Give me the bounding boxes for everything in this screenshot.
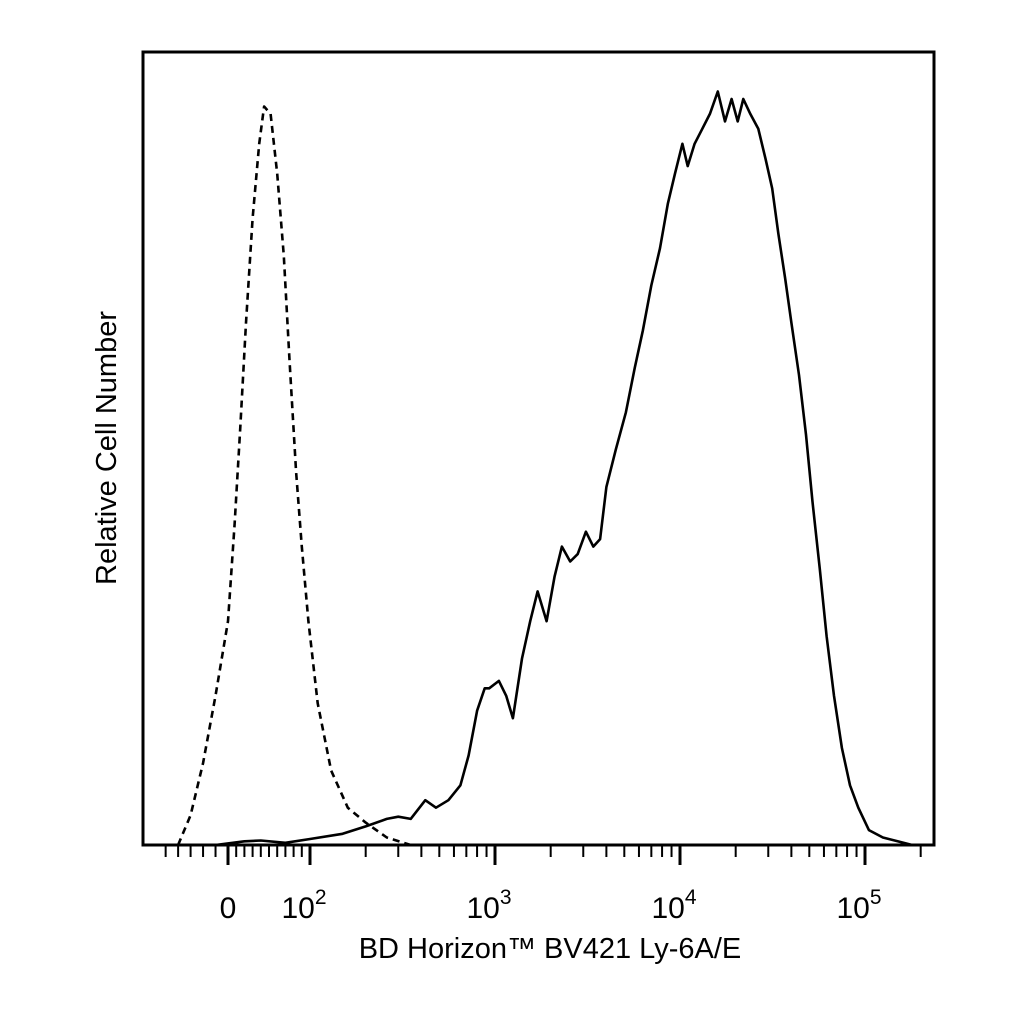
x-tick-label-exponent: 3: [500, 886, 512, 909]
series-group: [176, 90, 913, 847]
x-tick-label-exponent: 5: [870, 886, 882, 909]
x-tick-label: 102: [281, 886, 326, 925]
x-tick-label-base: 10: [651, 892, 684, 925]
x-axis-label: BD Horizon™ BV421 Ly-6A/E: [359, 933, 742, 965]
x-tick-label: 104: [651, 886, 696, 925]
x-tick-label-base: 10: [836, 892, 869, 925]
x-axis-ticks: [164, 845, 922, 865]
x-tick-label-base: 10: [466, 892, 499, 925]
x-tick-label-exponent: 2: [315, 886, 327, 909]
x-tick-label: 0: [220, 892, 237, 925]
x-tick-label-base: 0: [220, 892, 237, 925]
x-tick-label-base: 10: [281, 892, 314, 925]
y-axis-label: Relative Cell Number: [91, 311, 123, 585]
plot-frame: [141, 50, 936, 847]
x-axis-tick-labels: 0 102 103 104 105: [220, 886, 882, 925]
control-histogram-line: [176, 105, 412, 847]
stained-histogram-line: [215, 90, 913, 847]
x-tick-label: 103: [466, 886, 511, 925]
x-tick-label-exponent: 4: [685, 886, 697, 909]
x-tick-label: 105: [836, 886, 881, 925]
